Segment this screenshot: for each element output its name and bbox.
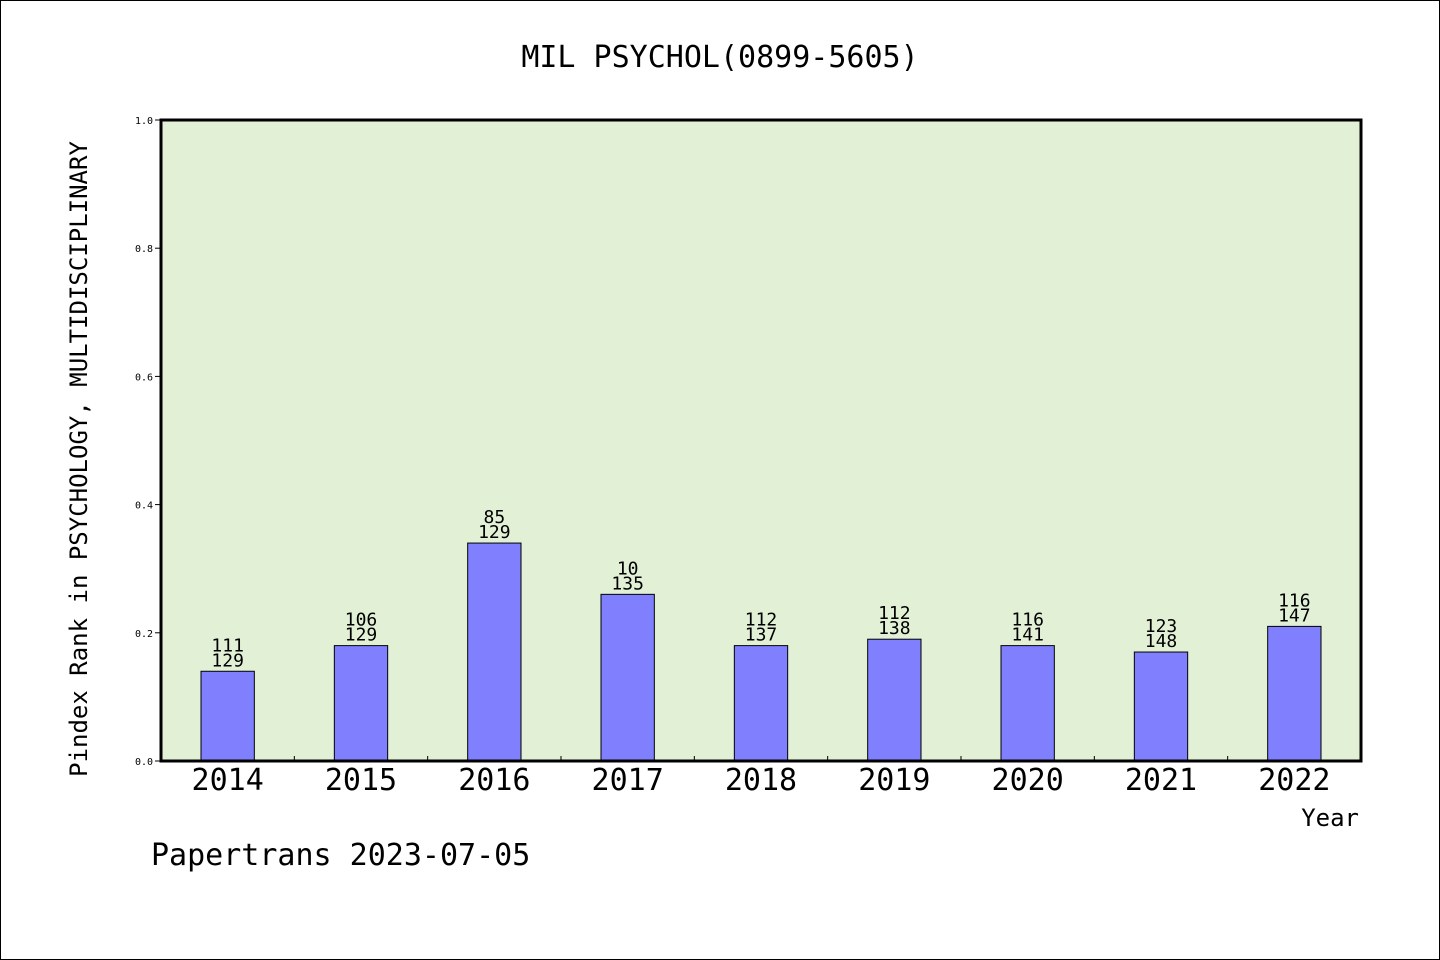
bar-2019 bbox=[867, 638, 922, 762]
x-tick-label-2021: 2021 bbox=[1125, 763, 1197, 798]
bar-total-label-2014: 129 bbox=[211, 650, 244, 671]
bar-2022 bbox=[1267, 625, 1322, 762]
bar-rank-label-2015: 106 bbox=[345, 610, 378, 631]
x-tick-label-2016: 2016 bbox=[458, 763, 530, 798]
y-tick-label-0.2: 0.2 bbox=[135, 629, 153, 640]
y-axis-label: Pindex Rank in PSYCHOLOGY, MULTIDISCIPLI… bbox=[65, 141, 93, 777]
bar-total-label-2022: 147 bbox=[1278, 605, 1311, 626]
x-tick-label-2015: 2015 bbox=[325, 763, 397, 798]
bar-rank-label-2019: 112 bbox=[878, 603, 911, 624]
bar-2015 bbox=[333, 645, 389, 762]
y-tick-label-0.4: 0.4 bbox=[135, 501, 153, 512]
bar-rank-label-2022: 116 bbox=[1278, 590, 1311, 611]
bar-rank-label-2021: 123 bbox=[1145, 616, 1178, 637]
bar-rank-label-2020: 116 bbox=[1011, 610, 1044, 631]
y-tick-label-1.0: 1.0 bbox=[135, 116, 153, 127]
x-tick-label-2018: 2018 bbox=[725, 763, 797, 798]
x-tick-label-2020: 2020 bbox=[992, 763, 1064, 798]
x-tick-label-2014: 2014 bbox=[192, 763, 264, 798]
y-tick-label-0.0: 0.0 bbox=[135, 757, 153, 768]
x-tick-label-2022: 2022 bbox=[1258, 763, 1330, 798]
bar-total-label-2020: 141 bbox=[1011, 625, 1044, 646]
bar-total-label-2019: 138 bbox=[878, 618, 911, 639]
bar-total-label-2018: 137 bbox=[745, 625, 778, 646]
bar-2018 bbox=[733, 645, 789, 762]
bar-total-label-2017: 135 bbox=[611, 573, 644, 594]
bar-2020 bbox=[1000, 645, 1055, 762]
bar-rank-label-2018: 112 bbox=[745, 610, 778, 631]
footer-credit: Papertrans 2023-07-05 bbox=[151, 838, 530, 873]
x-tick-label-2017: 2017 bbox=[592, 763, 664, 798]
bar-2014 bbox=[200, 670, 255, 762]
x-axis-label: Year bbox=[1301, 804, 1359, 832]
ticks-layer: 2014 2015 2016 2017 2018 2019 2020 2021 2022 0.0 0… bbox=[135, 116, 1331, 798]
bar-rank-label-2017: 10 bbox=[617, 558, 639, 579]
y-tick-label-0.8: 0.8 bbox=[135, 244, 153, 255]
plot-border bbox=[159, 118, 1363, 763]
bar-rank-label-2016: 85 bbox=[483, 507, 505, 528]
bar-rank-label-2014: 111 bbox=[211, 635, 244, 656]
chart-title: MIL PSYCHOL(0899-5605) bbox=[521, 40, 918, 75]
bar-total-label-2021: 148 bbox=[1145, 631, 1178, 652]
x-tick-label-2019: 2019 bbox=[858, 763, 930, 798]
y-tick-label-0.6: 0.6 bbox=[135, 372, 153, 383]
bar-2021 bbox=[1133, 651, 1189, 762]
bar-total-label-2016: 129 bbox=[478, 522, 511, 543]
bar-total-label-2015: 129 bbox=[345, 625, 378, 646]
bar-2016 bbox=[467, 542, 522, 762]
bar-2017 bbox=[600, 593, 655, 762]
